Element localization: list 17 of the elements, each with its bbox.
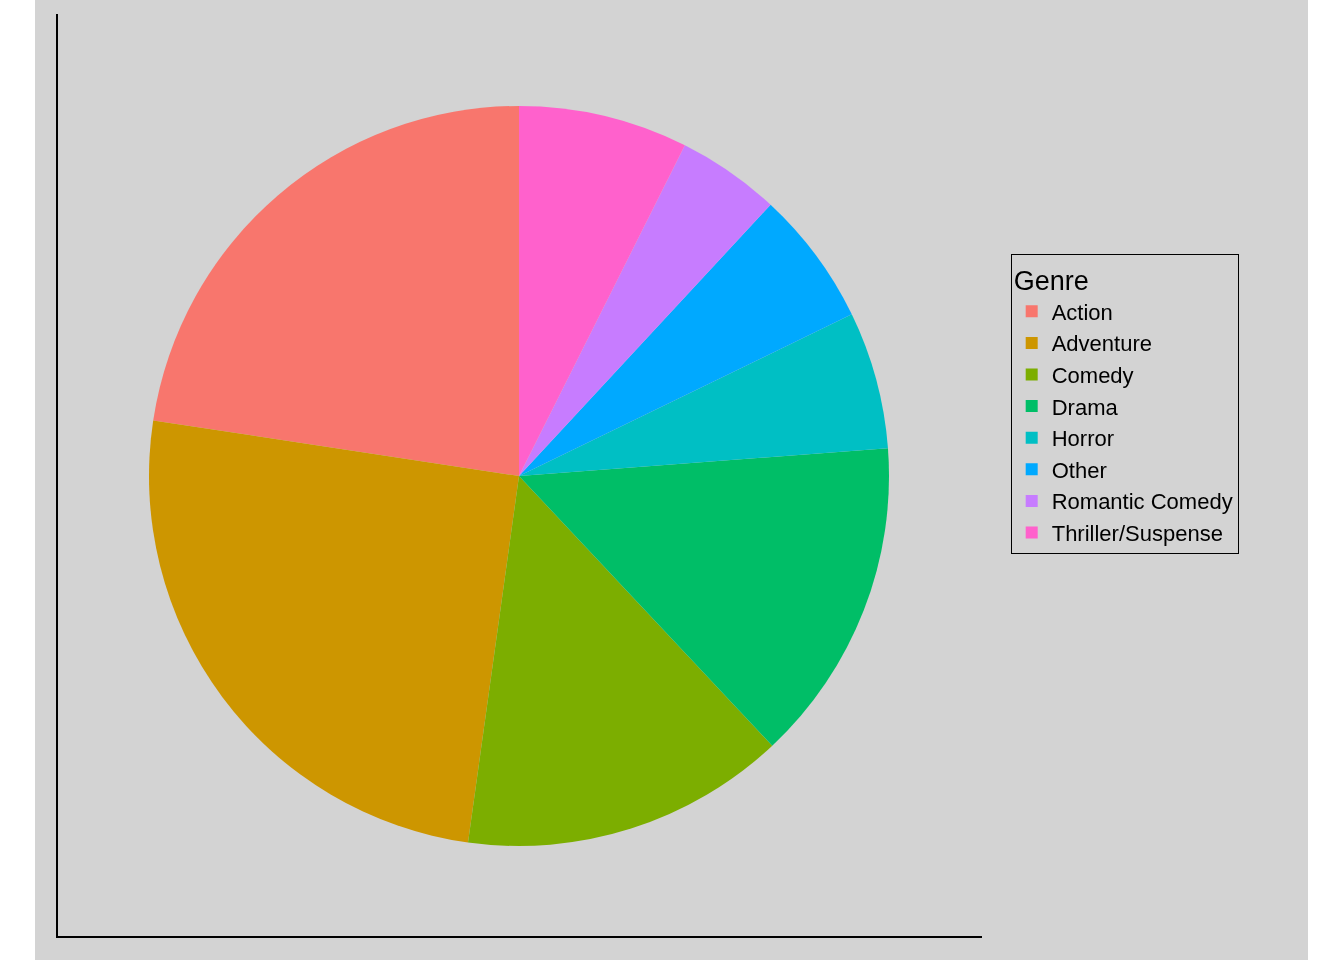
- legend-label: Comedy: [1051, 363, 1134, 389]
- pie-slice: [519, 145, 771, 476]
- legend-title: Genre: [1013, 266, 1089, 297]
- legend-label: Horror: [1051, 426, 1115, 452]
- pie-slice: [519, 106, 685, 476]
- pie-slice: [153, 106, 519, 476]
- legend-label: Drama: [1051, 394, 1119, 420]
- legend-label: Action: [1051, 299, 1113, 325]
- legend-label: Romantic Comedy: [1051, 489, 1233, 515]
- pie-slice: [519, 314, 888, 476]
- pie-slice: [468, 476, 773, 846]
- legend-label: Thriller/Suspense: [1051, 521, 1223, 547]
- pie-slice: [519, 448, 889, 746]
- pie-slice: [149, 420, 519, 843]
- legend-label: Other: [1051, 457, 1107, 483]
- pie-slice: [519, 204, 852, 476]
- legend-label: Adventure: [1051, 331, 1152, 357]
